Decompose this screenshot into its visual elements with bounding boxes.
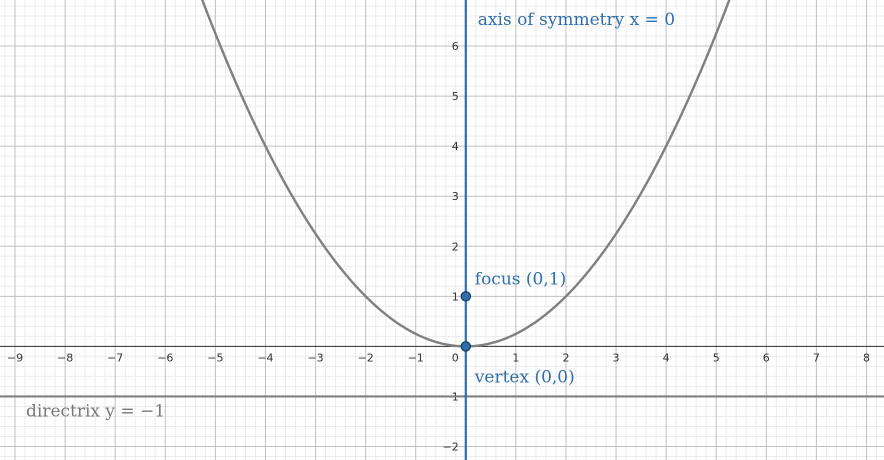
- x-tick-label: −3: [307, 351, 323, 364]
- x-tick-label: −8: [57, 351, 73, 364]
- x-tick-label: −1: [408, 351, 424, 364]
- x-tick-label: 1: [512, 351, 519, 364]
- x-tick-label: −4: [257, 351, 273, 364]
- focus-label: focus (0,1): [475, 269, 566, 289]
- x-tick-label: −2: [358, 351, 374, 364]
- x-tick-label: 6: [763, 351, 770, 364]
- focus-point: [460, 291, 472, 302]
- x-tick-label: 4: [663, 351, 670, 364]
- y-tick-label: 3: [452, 190, 459, 203]
- y-tick-label: 2: [452, 240, 459, 253]
- x-tick-label: 8: [863, 351, 870, 364]
- y-tick-label: 1: [452, 290, 459, 303]
- vertex-label: vertex (0,0): [474, 367, 575, 387]
- y-tick-label: 4: [452, 140, 459, 153]
- directrix-label: directrix y = −1: [26, 401, 165, 421]
- y-tick-label: 5: [452, 90, 459, 103]
- axis-of-symmetry-label: axis of symmetry x = 0: [478, 10, 675, 30]
- x-tick-label: 2: [562, 351, 569, 364]
- x-tick-label: −5: [207, 351, 223, 364]
- x-tick-label: −7: [107, 351, 123, 364]
- vertex-point: [460, 341, 472, 352]
- annotation-layer: axis of symmetry x = 0 focus (0,1) vertex …: [26, 10, 675, 421]
- x-tick-label: −9: [7, 351, 23, 364]
- y-tick-label: −2: [443, 440, 459, 453]
- x-tick-label: 7: [813, 351, 820, 364]
- y-tick-label: 6: [452, 40, 459, 53]
- x-tick-label: 3: [613, 351, 620, 364]
- x-tick-label: 5: [713, 351, 720, 364]
- origin-tick-label: 0: [452, 351, 459, 364]
- x-tick-label: −6: [157, 351, 173, 364]
